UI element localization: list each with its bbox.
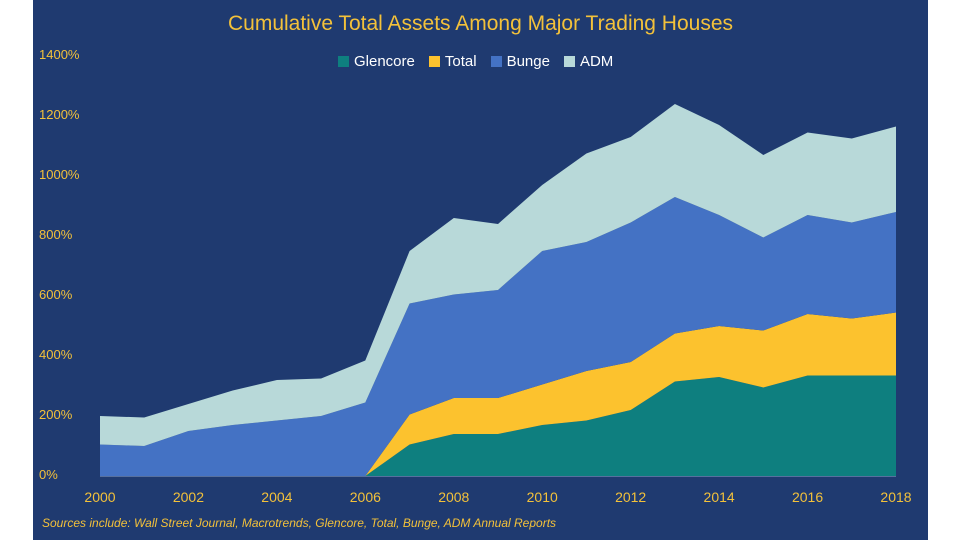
legend-item-bunge: Bunge bbox=[490, 53, 550, 70]
y-tick-label: 1400% bbox=[39, 47, 80, 62]
x-tick-label: 2008 bbox=[438, 489, 470, 505]
legend-label: ADM bbox=[579, 53, 614, 70]
source-note: Sources include: Wall Street Journal, Ma… bbox=[42, 516, 557, 530]
x-tick-label: 2014 bbox=[703, 489, 735, 505]
y-tick-label: 0% bbox=[39, 467, 58, 482]
y-tick-label: 1000% bbox=[39, 167, 80, 182]
legend-label: Total bbox=[444, 53, 477, 70]
legend-item-glencore: Glencore bbox=[338, 53, 415, 70]
legend-swatch bbox=[490, 56, 502, 67]
chart-legend: Glencore Total Bunge ADM bbox=[338, 53, 613, 70]
y-tick-label: 600% bbox=[39, 287, 73, 302]
x-tick-label: 2004 bbox=[261, 489, 293, 505]
legend-swatch bbox=[338, 56, 349, 67]
area-series-bunge bbox=[100, 197, 896, 476]
area-series-adm bbox=[100, 104, 896, 446]
chart-plot bbox=[100, 104, 896, 477]
x-tick-label: 2000 bbox=[84, 489, 116, 505]
x-tick-label: 2006 bbox=[349, 489, 381, 505]
x-tick-label: 2012 bbox=[615, 489, 647, 505]
legend-item-total: Total bbox=[428, 53, 477, 70]
legend-label: Bunge bbox=[506, 53, 550, 70]
area-series-glencore bbox=[100, 375, 896, 476]
y-tick-label: 400% bbox=[39, 347, 73, 362]
x-tick-label: 2018 bbox=[880, 489, 912, 505]
x-tick-label: 2010 bbox=[526, 489, 558, 505]
legend-item-adm: ADM bbox=[563, 53, 614, 70]
legend-label: Glencore bbox=[354, 53, 415, 70]
legend-swatch bbox=[428, 56, 440, 67]
area-series-total bbox=[100, 312, 896, 476]
x-tick-label: 2002 bbox=[172, 489, 205, 505]
y-tick-label: 1200% bbox=[39, 107, 80, 122]
y-tick-label: 800% bbox=[39, 227, 73, 242]
legend-swatch bbox=[563, 56, 575, 67]
chart-slide: Cumulative Total Assets Among Major Trad… bbox=[33, 0, 928, 540]
y-tick-label: 200% bbox=[39, 407, 73, 422]
x-tick-label: 2016 bbox=[791, 489, 824, 505]
chart-title: Cumulative Total Assets Among Major Trad… bbox=[227, 12, 734, 35]
